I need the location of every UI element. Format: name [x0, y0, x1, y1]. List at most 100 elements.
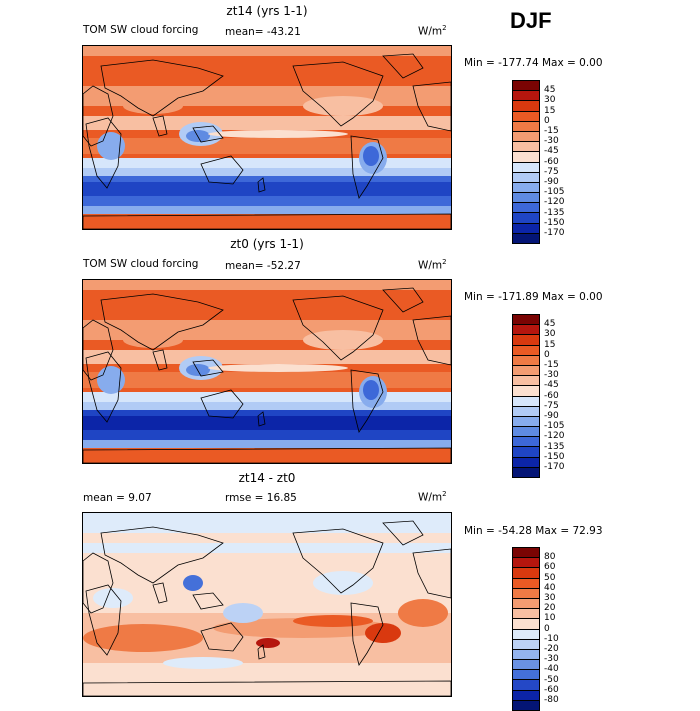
colorbar-swatch: [513, 629, 539, 640]
colorbar-tick-label: 10: [544, 613, 556, 624]
colorbar-tick-label: -105: [544, 421, 565, 432]
panel1-colorbar: 45 30 15 0 -15 -30 -45 -60 -75 -90 -105 -120 -135 -15…: [512, 80, 564, 244]
colorbar-swatch: [513, 588, 539, 599]
colorbar-tick-label: 45: [544, 85, 556, 96]
colorbar-swatch: [513, 91, 539, 102]
colorbar-swatch: [513, 233, 539, 244]
colorbar-swatch: [513, 670, 539, 681]
colorbar-tick-label: -30: [544, 370, 559, 381]
colorbar-swatch: [513, 152, 539, 163]
colorbar-swatch: [513, 121, 539, 132]
panel2-colorbar: 45 30 15 0 -15 -30 -45 -60 -75 -90 -105 -120 -135 -15…: [512, 314, 564, 478]
colorbar-tick-label: 0: [544, 115, 550, 126]
colorbar-swatch: [513, 447, 539, 458]
colorbar-tick-label: 80: [544, 552, 556, 563]
colorbar-tick-label: -170: [544, 462, 565, 472]
colorbar-tick-label: 40: [544, 582, 556, 593]
colorbar-tick-label: -135: [544, 207, 565, 218]
colorbar-tick-label: -40: [544, 664, 559, 675]
colorbar-tick-label: 20: [544, 603, 556, 614]
colorbar-tick-label: -30: [544, 136, 559, 147]
colorbar-tick-label: 30: [544, 329, 556, 340]
colorbar-tick-label: -75: [544, 400, 559, 411]
colorbar-tick-label: -105: [544, 187, 565, 198]
colorbar-tick-label: 30: [544, 95, 556, 106]
panel1-variable-label: TOM SW cloud forcing: [83, 24, 199, 36]
panel1-map: [82, 45, 452, 230]
panel3-title: zt14 - zt0: [238, 471, 296, 485]
colorbar-tick-label: 60: [544, 562, 556, 573]
colorbar-swatch: [513, 101, 539, 112]
panel2-variable-label: TOM SW cloud forcing: [83, 258, 199, 270]
panel3-rmse: rmse = 16.85: [225, 492, 297, 504]
colorbar-tick-label: -15: [544, 126, 559, 136]
colorbar-swatch: [513, 558, 539, 569]
panel2-title: zt0 (yrs 1-1): [230, 237, 304, 251]
panel1-minmax: Min = -177.74 Max = 0.00: [464, 57, 603, 69]
colorbar-tick-label: -135: [544, 441, 565, 452]
colorbar-swatch: [513, 162, 539, 173]
colorbar-swatch: [513, 619, 539, 630]
colorbar-swatch: [513, 690, 539, 701]
colorbar-tick-label: 15: [544, 105, 556, 116]
colorbar-swatch: [513, 386, 539, 397]
colorbar-swatch: [513, 639, 539, 650]
panel3-map: [82, 512, 452, 697]
colorbar-swatch: [513, 365, 539, 377]
panel1-mean: mean= -43.21: [225, 26, 301, 38]
panel3-units: W/m2: [418, 490, 447, 504]
colorbar-tick-label: 0: [544, 349, 550, 360]
colorbar-swatch: [513, 315, 539, 326]
colorbar-swatch: [513, 427, 539, 438]
colorbar-swatch: [513, 406, 539, 417]
colorbar-tick-label: 15: [544, 339, 556, 350]
colorbar-swatch: [513, 598, 539, 610]
colorbar-tick-label: -90: [544, 411, 559, 421]
colorbar-tick-label: 0: [544, 623, 550, 634]
colorbar-swatch: [513, 213, 539, 224]
colorbar-swatch: [513, 193, 539, 204]
colorbar-swatch: [513, 548, 539, 559]
colorbar-swatch: [513, 111, 539, 122]
panel3-minmax: Min = -54.28 Max = 72.93: [464, 525, 603, 537]
colorbar-swatch: [513, 649, 539, 661]
colorbar-swatch: [513, 335, 539, 346]
colorbar-swatch: [513, 81, 539, 92]
colorbar-swatch: [513, 355, 539, 366]
colorbar-tick-label: -80: [544, 695, 559, 705]
colorbar-swatch: [513, 467, 539, 478]
colorbar-tick-label: -20: [544, 644, 559, 654]
colorbar-swatch: [513, 142, 539, 153]
colorbar-swatch: [513, 172, 539, 183]
colorbar-swatch: [513, 223, 539, 234]
colorbar-swatch: [513, 203, 539, 214]
colorbar-tick-label: -60: [544, 390, 559, 401]
colorbar-tick-label: -30: [544, 654, 559, 665]
colorbar-swatch: [513, 578, 539, 589]
colorbar-tick-label: -45: [544, 380, 559, 391]
panel2-units: W/m2: [418, 258, 447, 272]
colorbar-tick-label: -150: [544, 217, 565, 228]
colorbar-tick-label: -15: [544, 360, 559, 370]
panel2-minmax: Min = -171.89 Max = 0.00: [464, 291, 603, 303]
colorbar-swatch: [513, 660, 539, 671]
colorbar-tick-label: -120: [544, 197, 565, 208]
panel1-title: zt14 (yrs 1-1): [226, 4, 308, 18]
colorbar-swatch: [513, 376, 539, 387]
colorbar-tick-label: -45: [544, 146, 559, 157]
colorbar-swatch: [513, 182, 539, 194]
colorbar-tick-label: -150: [544, 451, 565, 462]
panel2-map: [82, 279, 452, 464]
season-label: DJF: [510, 8, 552, 33]
colorbar-tick-label: 45: [544, 319, 556, 330]
panel3-mean: mean = 9.07: [83, 492, 152, 504]
panel2-mean: mean= -52.27: [225, 260, 301, 272]
colorbar-swatch: [513, 437, 539, 448]
colorbar-swatch: [513, 416, 539, 428]
colorbar-swatch: [513, 700, 539, 711]
colorbar-swatch: [513, 568, 539, 579]
colorbar-tick-label: -170: [544, 228, 565, 238]
colorbar-tick-label: -120: [544, 431, 565, 442]
colorbar-swatch: [513, 131, 539, 143]
colorbar-tick-label: -50: [544, 674, 559, 685]
